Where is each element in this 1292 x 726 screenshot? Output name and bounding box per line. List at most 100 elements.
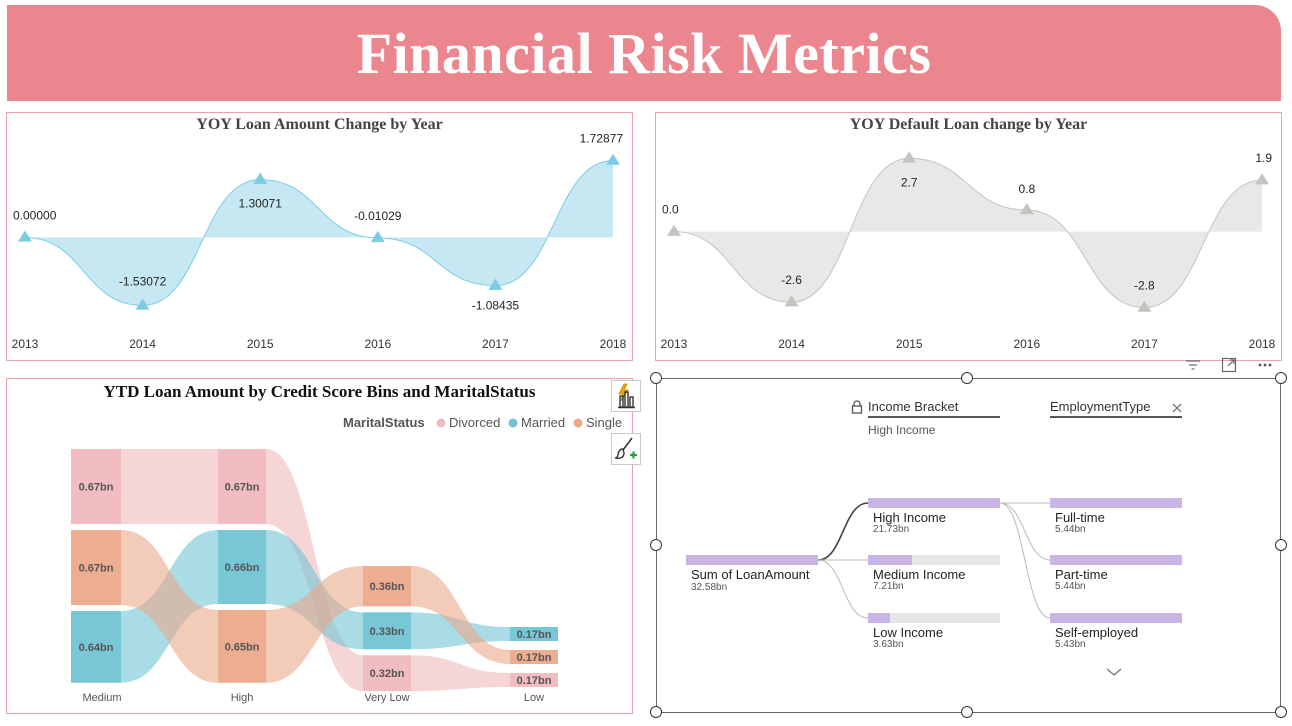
x-tick-label: 2015	[247, 337, 274, 351]
data-label: -1.53072	[119, 274, 167, 288]
node-label-part-time: Part-time	[1055, 567, 1108, 582]
x-tick-label: 2013	[661, 337, 688, 351]
data-point	[488, 278, 503, 290]
sankey-panel[interactable]: YTD Loan Amount by Credit Score Bins and…	[6, 378, 633, 714]
legend-entry: Divorced	[449, 415, 500, 430]
data-label: 0.0	[662, 203, 679, 217]
node-bar-medium-income[interactable]	[868, 555, 912, 565]
node-value-self-employed: 5.43bn	[1055, 639, 1086, 650]
node-bar-high-income[interactable]	[868, 498, 1000, 508]
data-label: -2.8	[1134, 279, 1155, 293]
node-bar-low-income[interactable]	[868, 613, 890, 623]
resize-handle[interactable]	[961, 706, 973, 718]
resize-handle[interactable]	[1275, 372, 1287, 384]
data-point	[253, 172, 268, 184]
connector	[999, 502, 1051, 619]
yoy-default-chart: 0.0 2013 -2.6 2014 2.7 2015 0.8 2016 -2.8 2017 1.9…	[661, 151, 1276, 351]
series-line	[673, 157, 1263, 309]
node-label: 0.67bn	[225, 482, 260, 494]
node-bar-full-time[interactable]	[1050, 498, 1182, 508]
data-label: 1.30071	[239, 197, 283, 211]
legend-entry: Married	[521, 415, 565, 430]
level-header-underline	[1050, 416, 1182, 418]
connector	[817, 502, 869, 561]
decomposition-tree[interactable]: Income Bracket High Income EmploymentTyp…	[656, 378, 1281, 713]
node-label: 0.64bn	[79, 642, 114, 654]
resize-handle[interactable]	[1275, 539, 1287, 551]
legend-title: MaritalStatus	[343, 415, 425, 430]
node-label: 0.32bn	[370, 668, 405, 680]
sankey-node	[218, 609, 266, 683]
sankey-node	[218, 530, 266, 604]
node-label-self-employed: Self-employed	[1055, 625, 1139, 640]
node-label: 0.66bn	[225, 562, 260, 574]
resize-handle[interactable]	[650, 372, 662, 384]
sankey-link	[411, 655, 510, 692]
chevron-down-icon[interactable]	[1105, 666, 1123, 678]
page-title: Financial Risk Metrics	[356, 20, 932, 86]
connector	[817, 559, 869, 619]
node-bar-self-employed[interactable]	[1050, 613, 1182, 623]
data-label: 1.9	[1255, 151, 1272, 165]
node-label-full-time: Full-time	[1055, 510, 1105, 525]
level-header-underline	[868, 416, 1000, 418]
node-bar-part-time[interactable]	[1050, 555, 1182, 565]
sankey-node	[510, 673, 558, 687]
filter-icon[interactable]	[1185, 357, 1201, 373]
sankey-node	[71, 530, 121, 606]
node-label: 0.67bn	[79, 563, 114, 575]
focus-mode-icon[interactable]	[1221, 357, 1237, 373]
yoy-loan-panel[interactable]: YOY Loan Amount Change by Year 0.00000 20…	[6, 112, 633, 361]
x-tick-label: 2014	[778, 337, 805, 351]
area-fill	[25, 160, 613, 306]
x-tick-label: 2016	[364, 337, 391, 351]
root-label: Sum of LoanAmount	[691, 567, 810, 582]
sankey-node	[510, 650, 558, 664]
level-header-employment-type[interactable]: EmploymentType	[1050, 399, 1151, 414]
x-tick-label: 2014	[129, 337, 156, 351]
node-label-high-income: High Income	[873, 510, 946, 525]
more-options-icon[interactable]	[1257, 357, 1273, 373]
node-label: 0.17bn	[517, 629, 552, 641]
resize-handle[interactable]	[961, 372, 973, 384]
yoy-loan-chart: 0.00000 2013 -1.53072 2014 1.30071 2015 -0.010…	[12, 132, 627, 351]
data-point	[1255, 173, 1269, 185]
node-label: 0.36bn	[370, 581, 405, 593]
node-label-medium-income: Medium Income	[873, 567, 966, 582]
x-tick-label: 2016	[1013, 337, 1040, 351]
yoy-default-title: YOY Default Loan change by Year	[849, 116, 1088, 133]
level-header-income-bracket[interactable]: Income Bracket	[868, 399, 959, 414]
visual-header-toolbar	[1184, 356, 1280, 374]
resize-handle[interactable]	[650, 706, 662, 718]
node-value-part-time: 5.44bn	[1055, 581, 1086, 592]
data-point	[784, 295, 799, 307]
yoy-default-panel[interactable]: YOY Default Loan change by Year 0.0 2013 -…	[655, 112, 1282, 361]
sankey-node	[363, 612, 411, 650]
sankey-node	[71, 611, 121, 683]
x-tick-label: 2018	[1249, 337, 1276, 351]
root-bar[interactable]	[686, 555, 818, 565]
sankey-node	[363, 655, 411, 692]
node-label: 0.17bn	[517, 652, 552, 664]
format-brush-button[interactable]	[611, 433, 641, 465]
sankey-link	[266, 566, 363, 683]
resize-handle[interactable]	[650, 539, 662, 551]
connector	[999, 502, 1051, 561]
data-point	[18, 230, 32, 242]
sankey-title: YTD Loan Amount by Credit Score Bins and…	[103, 382, 536, 401]
sankey-link	[121, 530, 218, 683]
format-visual-button[interactable]	[611, 380, 641, 412]
node-value-medium-income: 7.21bn	[873, 581, 904, 592]
category-label: Low	[524, 692, 544, 704]
close-icon[interactable]	[1171, 402, 1183, 414]
data-point	[1137, 300, 1152, 312]
node-label: 0.17bn	[517, 675, 552, 687]
sankey-node	[218, 449, 266, 525]
resize-handle[interactable]	[1275, 706, 1287, 718]
data-label: 1.72877	[580, 132, 624, 146]
decomp-connectors	[817, 502, 1051, 619]
sankey-node	[510, 627, 558, 641]
x-tick-label: 2018	[600, 337, 627, 351]
level-subheader: High Income	[868, 423, 936, 437]
yoy-loan-title: YOY Loan Amount Change by Year	[196, 116, 443, 133]
